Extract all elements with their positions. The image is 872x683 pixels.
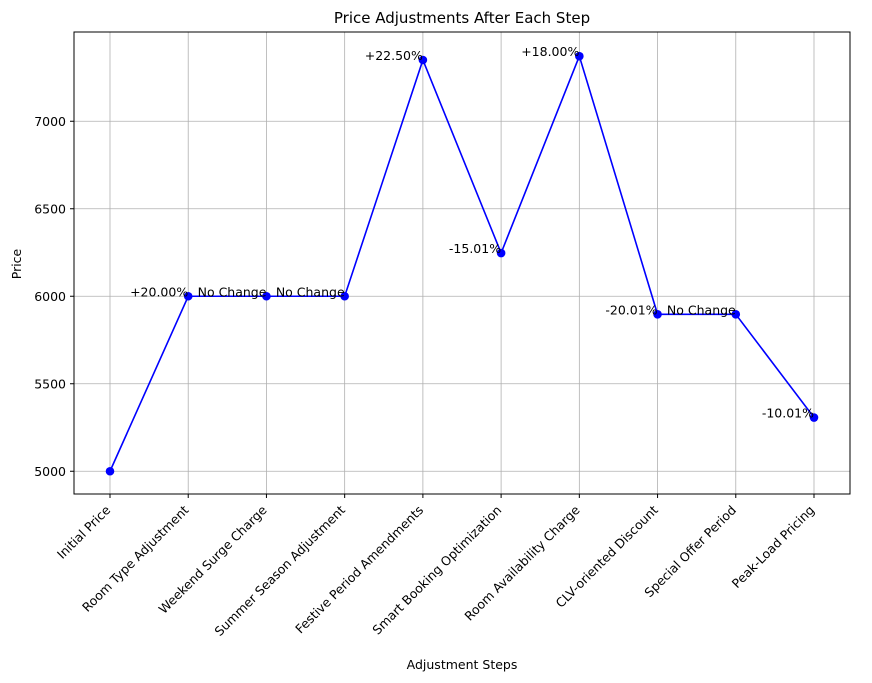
data-point [105, 466, 115, 476]
data-annotation: -10.01% [762, 406, 814, 421]
data-annotation: -20.01% [605, 302, 657, 317]
y-tick-label: 6500 [34, 201, 66, 216]
data-point [809, 413, 819, 422]
grid [74, 32, 850, 494]
x-axis-label: Adjustment Steps [407, 657, 518, 672]
data-point [418, 55, 428, 65]
x-tick-label: Peak-Load Pricing [729, 502, 818, 591]
data-point [262, 291, 271, 301]
data-annotation: +22.50% [365, 48, 423, 63]
data-point [653, 309, 662, 319]
y-axis-label: Price [9, 248, 24, 279]
x-tick-label: Festive Period Amendments [292, 502, 426, 636]
y-tick-label: 5500 [34, 376, 66, 391]
y-tick-label: 7000 [34, 114, 66, 129]
y-tick-label: 5000 [34, 464, 66, 479]
x-tick-label: Summer Season Adjustment [211, 502, 348, 639]
data-annotation: No Change [276, 284, 345, 299]
x-tick-label: Initial Price [54, 502, 114, 562]
annotations: +20.00% No Change No Change +22.50% -15.01% +… [130, 44, 814, 420]
data-point [575, 51, 584, 61]
data-point [496, 248, 506, 258]
y-axis: 5000 5500 6000 6500 7000 [34, 114, 74, 479]
data-point [731, 309, 741, 319]
data-point [183, 291, 193, 301]
y-tick-label: 6000 [34, 289, 66, 304]
data-annotation: +20.00% [130, 284, 188, 299]
data-point [340, 291, 349, 301]
chart-title: Price Adjustments After Each Step [334, 9, 590, 27]
x-tick-label: Smart Booking Optimization [369, 502, 504, 637]
data-annotation: -15.01% [449, 241, 501, 256]
series-line [109, 53, 815, 472]
data-annotation: No Change [667, 302, 736, 317]
data-annotation: +18.00% [521, 44, 579, 59]
plot-frame [73, 31, 851, 495]
price-series [105, 51, 819, 476]
data-annotation: No Change [198, 284, 267, 299]
